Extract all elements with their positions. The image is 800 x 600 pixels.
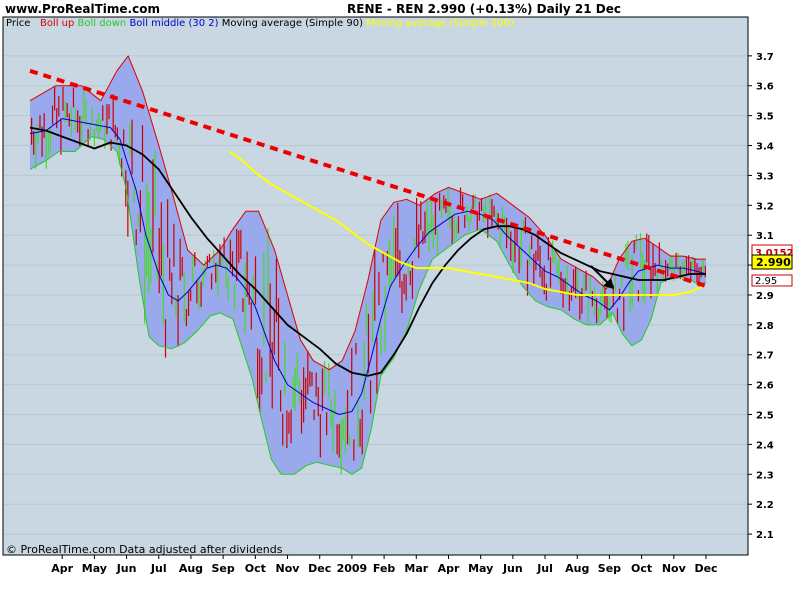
x-axis: Apr May Jun Jul Aug Sep Oct Nov Dec 2009 Feb Mar Apr… <box>51 555 718 575</box>
last-price-label: 2.990 <box>756 256 791 269</box>
x-tick-label: Dec <box>694 562 717 575</box>
y-tick-label: 2.9 <box>756 291 774 302</box>
y-axis: 2.12.22.32.42.52.62.72.82.93.03.13.23.33… <box>748 52 774 541</box>
x-tick-label: Apr <box>438 562 460 575</box>
band-fill <box>30 55 706 475</box>
y-tick-label: 2.3 <box>756 470 774 481</box>
y-tick-label: 3.6 <box>756 82 774 93</box>
x-tick-label: Dec <box>308 562 331 575</box>
x-tick-label: Aug <box>565 562 589 575</box>
x-tick-label: Nov <box>662 562 687 575</box>
x-tick-label: Oct <box>245 562 266 575</box>
x-tick-label: Jul <box>536 562 553 575</box>
series-moving-average-simple-200- <box>229 150 704 296</box>
x-tick-label: Apr <box>51 562 73 575</box>
legend-ma90: Moving average (Simple 90) <box>221 18 364 29</box>
y-tick-label: 2.1 <box>756 530 774 541</box>
legend-price: Price <box>6 18 31 29</box>
y-tick-label: 3.3 <box>756 171 774 182</box>
legend-boll-up: Boll up <box>39 18 75 29</box>
y-tick-label: 3.4 <box>756 142 774 153</box>
y-tick-label: 2.5 <box>756 411 774 422</box>
y-tick-label: 2.6 <box>756 381 774 392</box>
series-trendline <box>29 68 707 288</box>
lower-price-label: 2.95 <box>755 276 777 287</box>
bollinger-band <box>30 55 706 475</box>
x-tick-label: Jun <box>502 562 523 575</box>
price-labels: 3.0152 2.990 2.95 <box>751 244 794 287</box>
legend-boll-middle: Boll middle (30 2) <box>129 18 219 29</box>
y-tick-label: 3.2 <box>756 201 774 212</box>
x-tick-label: Nov <box>276 562 301 575</box>
legend-ma200: Moving average (Simple 200) <box>366 18 514 29</box>
x-tick-label: Sep <box>212 562 235 575</box>
y-tick-label: 3.1 <box>756 231 774 242</box>
x-tick-label: Sep <box>598 562 621 575</box>
y-tick-label: 3.7 <box>756 52 774 63</box>
x-tick-label: 2009 <box>337 562 368 575</box>
x-tick-label: Aug <box>179 562 203 575</box>
plot-frame <box>2 16 749 556</box>
annotation-arrow <box>590 265 614 289</box>
chart-title: RENE - REN 2.990 (+0.13%) Daily 21 Dec <box>347 2 622 16</box>
x-tick-label: May <box>82 562 107 575</box>
x-tick-label: Jul <box>150 562 167 575</box>
x-tick-label: Jun <box>116 562 137 575</box>
legend-boll-down: Boll down <box>77 18 127 29</box>
upper-band-price-label: 3.0152 <box>755 248 794 259</box>
x-tick-label: May <box>468 562 493 575</box>
x-tick-label: Mar <box>404 562 428 575</box>
y-tick-label: 2.8 <box>756 321 774 332</box>
y-tick-label: 2.2 <box>756 500 774 511</box>
y-tick-label: 3.5 <box>756 112 774 123</box>
site-url: www.ProRealTime.com <box>5 2 160 16</box>
footer-copyright: © ProRealTime.com Data adjusted after di… <box>6 543 283 556</box>
price-bars <box>31 86 706 475</box>
x-tick-label: Feb <box>373 562 396 575</box>
series-moving-average-simple-90- <box>29 126 706 377</box>
series-boll-down <box>29 136 706 475</box>
series-boll-middle-30-2- <box>29 118 707 415</box>
y-tick-label: 2.7 <box>756 351 774 362</box>
x-tick-label: Oct <box>631 562 652 575</box>
legend: Price Boll up Boll down Boll middle (30 … <box>6 18 514 29</box>
y-tick-label: 2.4 <box>756 440 774 451</box>
